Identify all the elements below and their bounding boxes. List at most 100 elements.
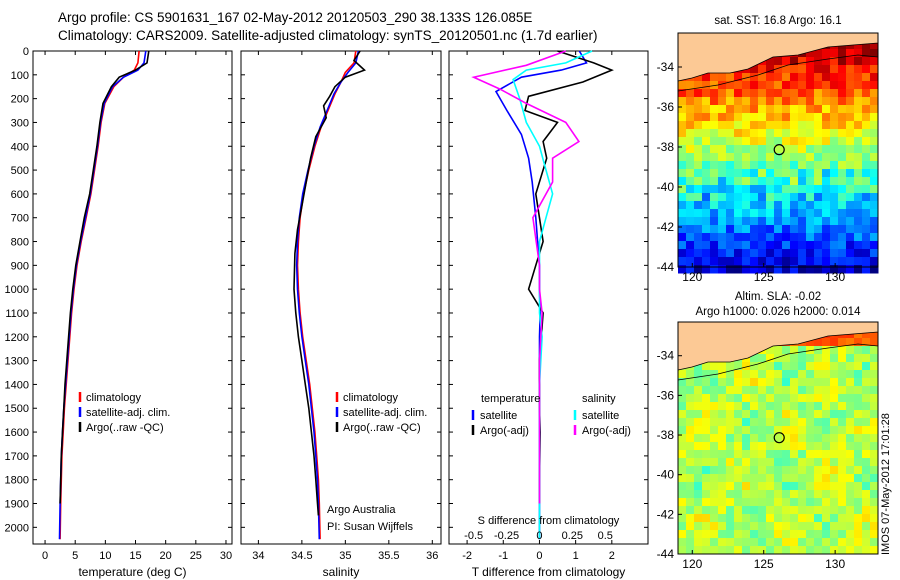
map-cell: [710, 241, 719, 250]
map-cell: [734, 522, 743, 531]
map-cell: [710, 402, 719, 411]
map-cell: [750, 370, 759, 379]
map-cell: [838, 458, 847, 467]
map-cell: [854, 434, 863, 443]
map-cell: [790, 458, 799, 467]
map-cell: [750, 498, 759, 507]
map-cell: [750, 418, 759, 427]
map-cell: [830, 65, 839, 74]
map-cell: [814, 73, 823, 82]
map-cell: [742, 474, 751, 483]
map-cell: [678, 450, 687, 459]
map-cell: [686, 474, 695, 483]
map-cell: [870, 354, 879, 363]
map-cell: [870, 225, 879, 234]
map-cell: [838, 49, 847, 58]
map-cell: [846, 474, 855, 483]
map-cell: [782, 426, 791, 435]
map-cell: [862, 506, 871, 515]
map-x-tick-label: 130: [825, 270, 845, 284]
map-cell: [822, 49, 831, 58]
map-cell: [766, 466, 775, 475]
map-cell: [742, 498, 751, 507]
map-cell: [814, 49, 823, 58]
map-cell: [814, 169, 823, 178]
map-cell: [790, 370, 799, 379]
map-cell: [806, 362, 815, 371]
map-cell: [702, 474, 711, 483]
map-cell: [694, 530, 703, 539]
map-cell: [782, 145, 791, 154]
map-cell: [766, 346, 775, 355]
map-cell: [710, 265, 719, 274]
map-cell: [790, 153, 799, 162]
map-cell: [798, 474, 807, 483]
map-cell: [798, 57, 807, 66]
map-cell: [678, 506, 687, 515]
map-cell: [782, 113, 791, 122]
map-cell: [838, 442, 847, 451]
map-cell: [758, 418, 767, 427]
map-cell: [782, 450, 791, 459]
map-cell: [734, 225, 743, 234]
map-cell: [774, 217, 783, 226]
map-cell: [710, 97, 719, 106]
map-cell: [686, 185, 695, 194]
map-cell: [774, 145, 783, 154]
map-cell: [854, 450, 863, 459]
map-cell: [750, 522, 759, 531]
map-cell: [830, 121, 839, 130]
map-cell: [822, 370, 831, 379]
y-tick-label: 100: [11, 70, 29, 82]
map-cell: [750, 386, 759, 395]
map-cell: [814, 105, 823, 114]
map-cell: [830, 458, 839, 467]
map-cell: [862, 57, 871, 66]
map-cell: [854, 113, 863, 122]
map-cell: [710, 185, 719, 194]
map-cell: [766, 201, 775, 210]
map-cell: [678, 121, 687, 130]
map-cell: [830, 217, 839, 226]
map-cell: [702, 466, 711, 475]
map-cell: [838, 233, 847, 242]
map-cell: [862, 442, 871, 451]
map-cell: [766, 113, 775, 122]
x-tick-label: 0: [536, 550, 542, 562]
map-cell: [806, 378, 815, 387]
sla-map-title-line1: Altim. SLA: -0.02: [734, 291, 822, 303]
map-cell: [798, 410, 807, 419]
map-cell: [686, 482, 695, 491]
map-cell: [726, 89, 735, 98]
map-cell: [774, 490, 783, 499]
map-cell: [846, 233, 855, 242]
map-cell: [766, 65, 775, 74]
map-cell: [694, 185, 703, 194]
map-cell: [838, 161, 847, 170]
map-cell: [814, 257, 823, 266]
x-tick-label: 20: [160, 550, 172, 562]
map-cell: [854, 466, 863, 475]
map-cell: [726, 113, 735, 122]
map-cell: [806, 370, 815, 379]
map-cell: [870, 338, 879, 347]
map-cell: [790, 434, 799, 443]
map-cell: [870, 402, 879, 411]
map-cell: [830, 490, 839, 499]
map-cell: [806, 57, 815, 66]
map-cell: [846, 466, 855, 475]
map-y-tick-label: -42: [657, 507, 675, 521]
map-cell: [694, 394, 703, 403]
map-y-tick-label: -36: [657, 388, 675, 402]
map-cell: [862, 121, 871, 130]
map-cell: [846, 57, 855, 66]
map-cell: [718, 498, 727, 507]
x2-tick-label: -0.5: [464, 530, 483, 542]
map-cell: [806, 233, 815, 242]
map-cell: [774, 121, 783, 130]
map-cell: [710, 514, 719, 523]
map-cell: [870, 530, 879, 539]
map-cell: [718, 418, 727, 427]
y-tick-label: 1800: [5, 475, 29, 487]
map-cell: [798, 370, 807, 379]
